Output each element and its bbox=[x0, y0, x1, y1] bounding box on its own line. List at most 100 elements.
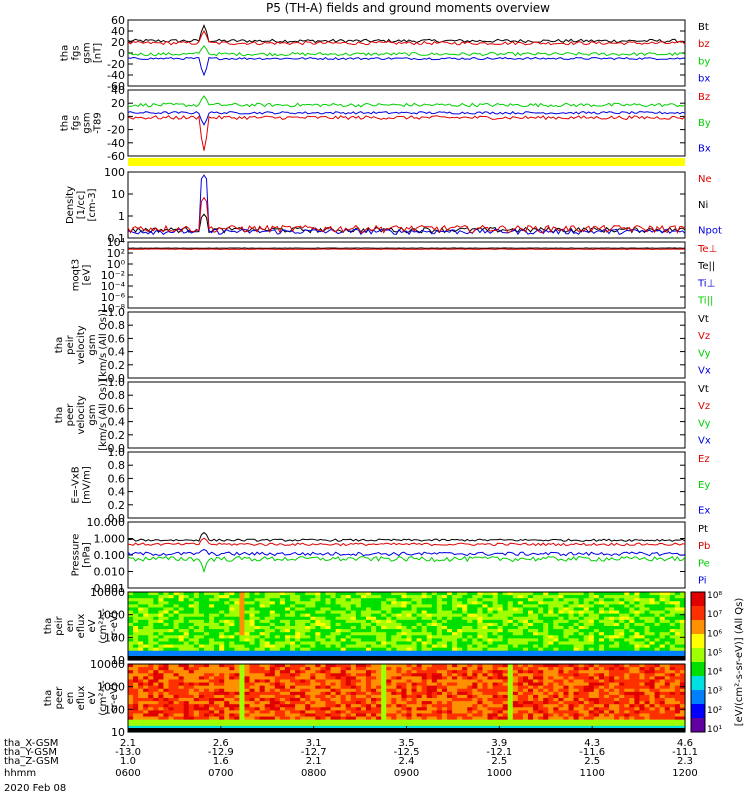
heatmap-cell bbox=[573, 694, 580, 699]
heatmap-cell bbox=[603, 619, 610, 624]
heatmap-cell bbox=[583, 673, 590, 677]
heatmap-cell bbox=[431, 592, 438, 596]
heatmap-cell bbox=[467, 644, 473, 649]
heatmap-cell bbox=[259, 694, 266, 699]
heatmap-cell bbox=[173, 670, 180, 674]
heatmap-cell bbox=[269, 722, 276, 727]
heatmap-cell bbox=[573, 613, 580, 618]
heatmap-cell bbox=[563, 610, 570, 615]
heatmap-cell bbox=[290, 653, 296, 658]
heatmap-cell bbox=[396, 710, 403, 715]
heatmap-cell bbox=[538, 632, 544, 636]
heatmap-cell bbox=[573, 707, 580, 711]
heatmap-cell bbox=[315, 601, 322, 605]
heatmap-cell bbox=[644, 653, 651, 658]
heatmap-cell bbox=[173, 673, 180, 677]
y-label-line: gsm bbox=[82, 42, 93, 63]
heatmap-cell bbox=[381, 641, 387, 646]
heatmap-cell bbox=[209, 610, 215, 615]
heatmap-cell bbox=[538, 688, 544, 693]
heatmap-cell bbox=[452, 632, 458, 636]
heatmap-cell bbox=[284, 679, 291, 684]
heatmap-cell bbox=[300, 694, 306, 699]
heatmap-cell bbox=[528, 685, 534, 690]
heatmap-cell bbox=[381, 704, 387, 708]
heatmap-cell bbox=[381, 664, 387, 668]
heatmap-cell bbox=[158, 664, 165, 668]
heatmap-cell bbox=[178, 664, 185, 668]
heatmap-cell bbox=[593, 619, 600, 624]
heatmap-cell bbox=[173, 616, 180, 621]
heatmap-cell bbox=[401, 604, 408, 609]
heatmap-cell bbox=[467, 685, 473, 690]
heatmap-cell bbox=[659, 653, 666, 658]
heatmap-cell bbox=[538, 595, 544, 599]
heatmap-cell bbox=[654, 632, 661, 636]
heatmap-cell bbox=[517, 619, 524, 624]
heatmap-cell bbox=[138, 592, 144, 596]
heatmap-cell bbox=[340, 601, 347, 605]
heatmap-cell bbox=[290, 635, 296, 639]
heatmap-cell bbox=[512, 638, 519, 643]
heatmap-cell bbox=[629, 688, 635, 693]
heatmap-cell bbox=[264, 664, 271, 668]
heatmap-cell bbox=[507, 626, 514, 630]
heatmap-cell bbox=[411, 653, 418, 658]
heatmap-cell bbox=[654, 629, 661, 633]
heatmap-cell bbox=[593, 679, 600, 684]
heatmap-cell bbox=[284, 650, 291, 655]
heatmap-cell bbox=[133, 598, 139, 602]
heatmap-cell bbox=[406, 626, 413, 630]
heatmap-cell bbox=[462, 698, 468, 702]
heatmap-cell bbox=[598, 626, 605, 630]
heatmap-cell bbox=[371, 704, 377, 708]
heatmap-cell bbox=[335, 592, 342, 596]
heatmap-cell bbox=[512, 710, 519, 715]
heatmap-cell bbox=[522, 710, 529, 715]
heatmap-cell bbox=[507, 667, 514, 671]
y-axis-label: thafgsgsm[nT] bbox=[60, 42, 104, 63]
heatmap-cell bbox=[284, 704, 291, 708]
heatmap-cell bbox=[447, 679, 453, 684]
heatmap-cell bbox=[183, 682, 190, 687]
heatmap-cell bbox=[386, 716, 392, 721]
heatmap-cell bbox=[543, 626, 549, 630]
heatmap-cell bbox=[507, 707, 514, 711]
heatmap-cell bbox=[447, 673, 453, 677]
heatmap-cell bbox=[345, 610, 352, 615]
heatmap-cell bbox=[148, 673, 154, 677]
heatmap-cell bbox=[512, 647, 519, 652]
heatmap-cell bbox=[477, 641, 484, 646]
heatmap-cell bbox=[624, 647, 630, 652]
heatmap-cell bbox=[507, 616, 514, 621]
heatmap-cell bbox=[239, 647, 246, 652]
heatmap-cell bbox=[376, 644, 382, 649]
heatmap-cell bbox=[214, 691, 220, 696]
heatmap-cell bbox=[148, 679, 154, 684]
heatmap-cell bbox=[386, 601, 392, 605]
heatmap-cell bbox=[654, 679, 661, 684]
heatmap-cell bbox=[371, 647, 377, 652]
heatmap-cell bbox=[659, 607, 666, 612]
panel-p4: 10⁴10²10⁰10⁻²10⁻⁴10⁻⁶10⁻⁸moqt3[eV]Te⊥Te|… bbox=[71, 236, 718, 315]
heatmap-cell bbox=[664, 641, 671, 646]
heatmap-cell bbox=[381, 691, 387, 696]
heatmap-cell bbox=[664, 598, 671, 602]
heatmap-cell bbox=[381, 610, 387, 615]
heatmap-cell bbox=[224, 676, 230, 681]
heatmap-cell bbox=[244, 647, 251, 652]
heatmap-cell bbox=[188, 698, 195, 702]
heatmap-cell bbox=[310, 673, 316, 677]
heatmap-cell bbox=[649, 710, 656, 715]
heatmap-cell bbox=[487, 616, 494, 621]
heatmap-cell bbox=[178, 626, 185, 630]
heatmap-cell bbox=[305, 650, 311, 655]
heatmap-cell bbox=[482, 650, 489, 655]
heatmap-cell bbox=[148, 710, 154, 715]
heatmap-cell bbox=[163, 667, 170, 671]
heatmap-cell bbox=[654, 685, 661, 690]
heatmap-cell bbox=[188, 673, 195, 677]
heatmap-cell bbox=[416, 644, 423, 649]
heatmap-cell bbox=[502, 613, 509, 618]
heatmap-cell bbox=[376, 595, 382, 599]
